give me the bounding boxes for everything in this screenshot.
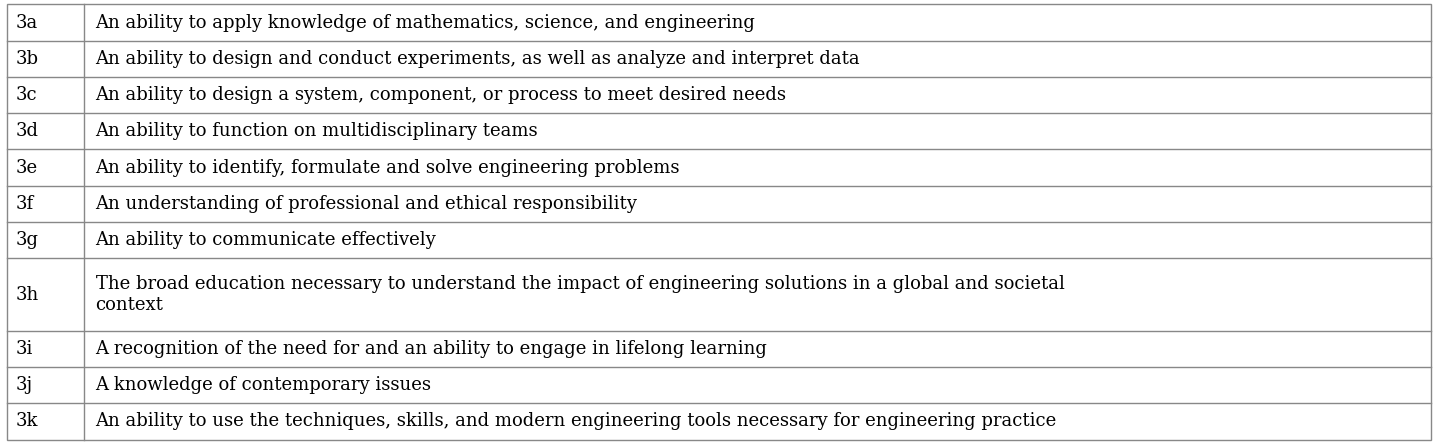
Text: 3j: 3j <box>16 376 33 394</box>
Text: 3k: 3k <box>16 412 39 430</box>
Text: An ability to communicate effectively: An ability to communicate effectively <box>95 231 436 249</box>
Text: 3g: 3g <box>16 231 39 249</box>
Text: A recognition of the need for and an ability to engage in lifelong learning: A recognition of the need for and an abi… <box>95 340 768 358</box>
Text: 3i: 3i <box>16 340 33 358</box>
Text: An ability to apply knowledge of mathematics, science, and engineering: An ability to apply knowledge of mathema… <box>95 14 755 32</box>
Text: 3d: 3d <box>16 123 39 140</box>
Text: An ability to identify, formulate and solve engineering problems: An ability to identify, formulate and so… <box>95 159 680 177</box>
Text: 3f: 3f <box>16 195 35 213</box>
Text: An ability to function on multidisciplinary teams: An ability to function on multidisciplin… <box>95 123 538 140</box>
Text: 3b: 3b <box>16 50 39 68</box>
Text: An understanding of professional and ethical responsibility: An understanding of professional and eth… <box>95 195 637 213</box>
Text: 3e: 3e <box>16 159 37 177</box>
Text: An ability to use the techniques, skills, and modern engineering tools necessary: An ability to use the techniques, skills… <box>95 412 1057 430</box>
Text: 3a: 3a <box>16 14 37 32</box>
Text: A knowledge of contemporary issues: A knowledge of contemporary issues <box>95 376 431 394</box>
Text: 3h: 3h <box>16 285 39 304</box>
Text: 3c: 3c <box>16 86 37 104</box>
Text: An ability to design and conduct experiments, as well as analyze and interpret d: An ability to design and conduct experim… <box>95 50 860 68</box>
Text: The broad education necessary to understand the impact of engineering solutions : The broad education necessary to underst… <box>95 275 1064 314</box>
Text: An ability to design a system, component, or process to meet desired needs: An ability to design a system, component… <box>95 86 787 104</box>
